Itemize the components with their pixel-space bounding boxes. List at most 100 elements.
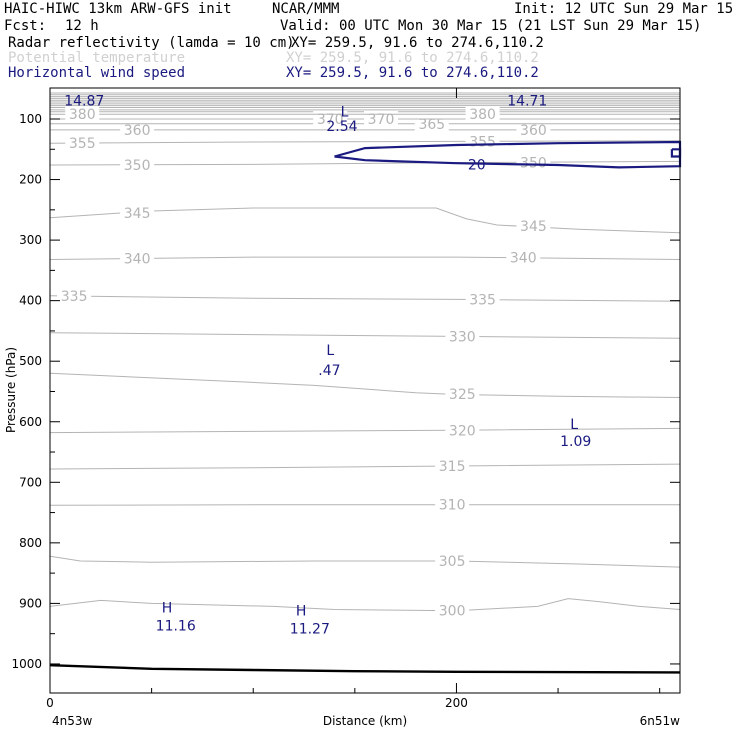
- annotation: L: [326, 343, 334, 359]
- annotation: .47: [318, 363, 340, 379]
- field-name-theta: Potential temperature: [8, 50, 186, 66]
- theta-label-bg: [120, 121, 155, 138]
- theta-label-345: 345: [520, 219, 547, 235]
- forecast-label: Fcst:: [4, 18, 47, 34]
- theta-label-335: 335: [61, 289, 88, 305]
- theta-label-bg: [120, 205, 155, 222]
- annotation: L: [570, 417, 578, 433]
- theta-contour-305: [49, 555, 681, 568]
- theta-label-340: 340: [124, 252, 151, 268]
- theta-label-bg: [414, 115, 449, 132]
- dense-top-lines: [50, 92, 680, 113]
- annotation: 11.27: [290, 622, 330, 638]
- y-tick-label: 300: [19, 233, 42, 247]
- theta-label-bg: [435, 602, 470, 619]
- theta-label-bg: [445, 328, 480, 345]
- theta-label-bg: [57, 287, 92, 304]
- theta-contours: 300 305 310 315 320 325 330 335 335 340 340 345 345 3…: [49, 106, 681, 619]
- theta-label-325: 325: [449, 387, 476, 403]
- theta-label-315: 315: [439, 459, 466, 475]
- theta-contour-315: [49, 463, 681, 470]
- valid-time: Valid: 00 UTC Mon 30 Mar 15 (21 LST Sun …: [280, 18, 702, 34]
- annotation: 14.71: [507, 94, 547, 110]
- forecast-hour: 12 h: [65, 18, 99, 34]
- model-title: HAIC-HIWC 13km ARW-GFS init: [4, 1, 232, 17]
- theta-label-bg: [445, 386, 480, 403]
- theta-label-345: 345: [124, 206, 151, 222]
- theta-label-365: 365: [418, 117, 445, 133]
- x-tick-label: 0: [46, 696, 54, 710]
- y-axis-label: Pressure (hPa): [4, 347, 18, 433]
- theta-label-bg: [465, 291, 500, 308]
- theta-contour-355: [49, 140, 681, 144]
- x-axis-label: Distance (km): [323, 714, 407, 728]
- theta-label-370: 370: [368, 112, 395, 128]
- theta-label-bg: [506, 249, 541, 266]
- theta-label-335: 335: [469, 293, 496, 309]
- field-xy-reflectivity: XY= 259.5, 91.6 to 274.6,110.2: [291, 35, 544, 51]
- theta-label-300: 300: [439, 603, 466, 619]
- theta-label-360: 360: [124, 123, 151, 139]
- annotation: 11.16: [156, 619, 196, 635]
- annotation: H: [296, 604, 307, 620]
- wind-contour-label: 20: [468, 157, 486, 173]
- field-xy-theta: XY= 259.5, 91.6 to 274.6,110.2: [286, 50, 539, 66]
- annotation: 1.09: [560, 434, 591, 450]
- theta-label-bg: [465, 106, 500, 123]
- theta-label-bg: [120, 250, 155, 267]
- y-tick-label: 100: [19, 112, 42, 126]
- theta-label-340: 340: [510, 251, 537, 267]
- plot-frame: [49, 87, 681, 694]
- theta-label-bg: [120, 156, 155, 173]
- theta-contour-310: [49, 504, 680, 506]
- theta-label-bg: [516, 154, 551, 171]
- theta-contour-325: [49, 372, 681, 398]
- theta-label-bg: [435, 553, 470, 570]
- theta-contour-335: [49, 295, 681, 302]
- y-tick-label: 500: [19, 354, 42, 368]
- wind-contours: 20: [334, 140, 682, 173]
- annotation: 14.87: [64, 94, 104, 110]
- theta-label-bg: [445, 422, 480, 439]
- theta-label-bg: [516, 218, 551, 235]
- theta-contour-320: [49, 427, 681, 434]
- theta-label-bg: [364, 111, 398, 127]
- field-name-reflectivity: Radar reflectivity (lamda = 10 cm): [8, 35, 295, 51]
- annotation: L: [341, 105, 349, 121]
- theta-label-350: 350: [520, 155, 547, 171]
- y-tick-label: 800: [19, 536, 42, 550]
- theta-label-bg: [516, 121, 551, 138]
- y-tick-label: 200: [19, 173, 42, 187]
- y-tick-label: 400: [19, 294, 42, 308]
- theta-label-310: 310: [439, 498, 466, 514]
- y-tick-label: 900: [19, 596, 42, 610]
- org-label: NCAR/MMM: [272, 1, 340, 17]
- x-tick-label: 200: [445, 696, 468, 710]
- theta-label-bg: [65, 135, 100, 152]
- field-xy-wind: XY= 259.5, 91.6 to 274.6,110.2: [286, 65, 539, 81]
- theta-label-bg: [435, 496, 470, 513]
- init-time: Init: 12 UTC Sun 29 Mar 15: [514, 1, 734, 17]
- annotation: H: [162, 600, 173, 616]
- theta-label-320: 320: [449, 423, 476, 439]
- theta-label-330: 330: [449, 329, 476, 345]
- ground-line: [49, 664, 681, 674]
- right-endpoint-label: 6n51w: [640, 714, 681, 728]
- y-tick-label: 600: [19, 415, 42, 429]
- theta-label-bg: [435, 458, 470, 475]
- theta-label-bg: [313, 111, 348, 127]
- theta-label-305: 305: [439, 554, 466, 570]
- theta-label-360: 360: [520, 123, 547, 139]
- theta-contour-330: [49, 332, 681, 339]
- left-endpoint-label: 4n53w: [52, 714, 93, 728]
- theta-label-370: 370: [317, 112, 344, 128]
- theta-label-bg: [65, 106, 100, 123]
- wind-contour-20-1: [670, 148, 682, 158]
- ground-surface: [49, 664, 681, 674]
- theta-contour-345: [49, 207, 681, 234]
- field-name-wind: Horizontal wind speed: [8, 65, 186, 81]
- annotation: 2.54: [326, 119, 357, 135]
- y-tick-label: 700: [19, 475, 42, 489]
